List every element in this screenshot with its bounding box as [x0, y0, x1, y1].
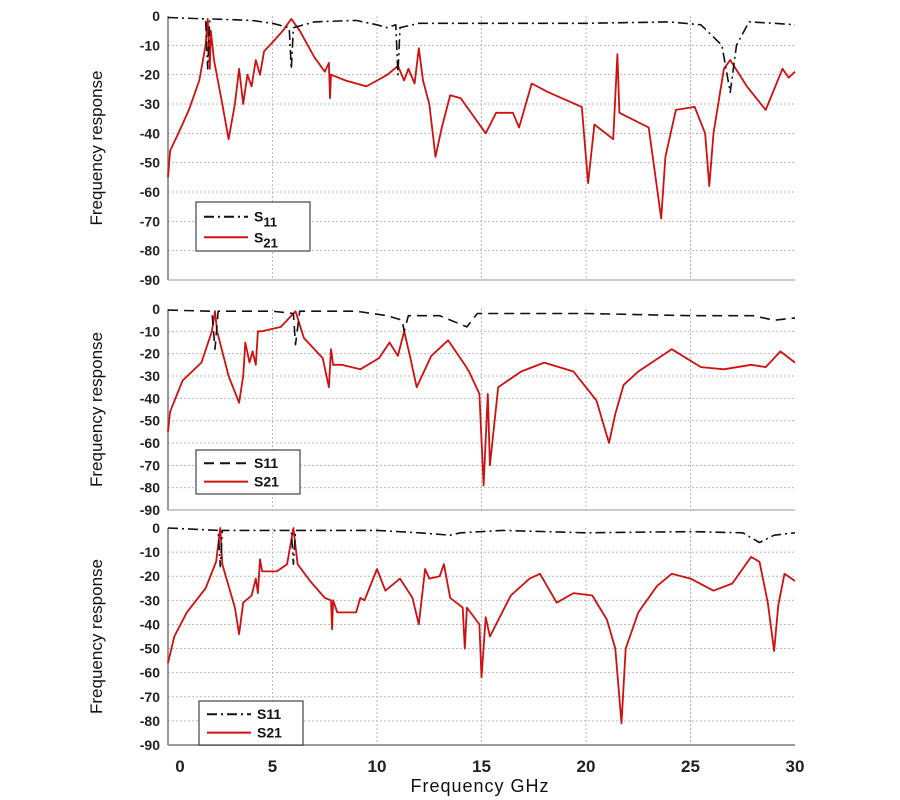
legend-label-s21: S21	[257, 725, 282, 741]
y-tick-label: -40	[140, 616, 160, 632]
y-tick-label: -10	[140, 544, 160, 560]
y-tick-label: -80	[140, 480, 160, 496]
panel-1: 0 -10 -20 -30 -40 -50 -60 -70 -80 -90 Frequency re…	[87, 8, 796, 288]
y-tick-label: -50	[140, 155, 160, 171]
y-axis-title: Frequency response	[87, 559, 106, 714]
y-tick-label: -90	[140, 502, 160, 518]
series-s21-line	[167, 527, 796, 725]
y-tick-label: 0	[152, 520, 160, 536]
legend-label-s21: S21	[254, 474, 279, 490]
legend-label-base: S11	[257, 706, 281, 722]
y-tick-label: -10	[140, 323, 160, 339]
legend-label-base: S21	[257, 725, 282, 741]
y-axis-title: Frequency response	[87, 71, 106, 226]
y-tick-label: -30	[140, 368, 160, 384]
y-tick-label: -50	[140, 641, 160, 657]
legend-box	[198, 700, 304, 746]
y-tick-label: -70	[140, 457, 160, 473]
legend-label-base: S	[254, 229, 263, 245]
x-tick-label: 25	[681, 757, 700, 776]
y-tick-label: -30	[140, 96, 160, 112]
legend-label-s11: S11	[257, 706, 281, 722]
x-tick-label: 10	[368, 757, 387, 776]
legend-label-s21: S21	[254, 229, 278, 250]
series-s21-line	[167, 17, 796, 220]
y-tick-label: -60	[140, 435, 160, 451]
legend-label-subscript: 21	[263, 235, 277, 250]
x-tick-label: 30	[786, 757, 805, 776]
panel-2: 0 -10 -20 -30 -40 -50 -60 -70 -80 -90 Frequency re…	[87, 301, 796, 518]
x-tick-label: 0	[175, 757, 184, 776]
y-tick-label: -50	[140, 413, 160, 429]
legend-label-base: S21	[254, 474, 279, 490]
y-tick-label: -70	[140, 689, 160, 705]
y-axis-title: Frequency response	[87, 332, 106, 487]
y-tick-label: -90	[140, 272, 160, 288]
x-tick-label: 5	[268, 757, 277, 776]
legend-label-subscript: 11	[263, 215, 277, 230]
legend-box	[195, 449, 301, 495]
legend-label-s11: S11	[254, 209, 277, 230]
y-tick-label: 0	[152, 301, 160, 317]
y-tick-label: -60	[140, 665, 160, 681]
y-tick-label: 0	[152, 8, 160, 24]
x-tick-label: 15	[472, 757, 491, 776]
x-tick-label: 20	[577, 757, 596, 776]
x-axis-title: Frequency GHz	[410, 776, 549, 796]
legend-box	[195, 201, 311, 252]
y-tick-label: -80	[140, 243, 160, 259]
series-s11-line	[167, 309, 796, 351]
y-tick-label: -20	[140, 346, 160, 362]
y-tick-label: -20	[140, 568, 160, 584]
series-s21-line	[167, 310, 796, 487]
series-s11-line	[167, 16, 796, 94]
legend-label-base: S	[254, 209, 263, 225]
y-tick-label: -70	[140, 213, 160, 229]
y-tick-label: -80	[140, 713, 160, 729]
y-tick-label: -40	[140, 125, 160, 141]
legend-label-s11: S11	[254, 455, 278, 471]
legend-label-base: S11	[254, 455, 278, 471]
y-tick-label: -10	[140, 37, 160, 53]
y-tick-label: -20	[140, 67, 160, 83]
y-tick-label: -90	[140, 737, 160, 753]
y-tick-label: -30	[140, 592, 160, 608]
y-tick-label: -40	[140, 390, 160, 406]
y-tick-label: -60	[140, 184, 160, 200]
panel-3: 0 -10 -20 -30 -40 -50 -60 -70 -80 -90 Frequency re…	[87, 520, 796, 753]
